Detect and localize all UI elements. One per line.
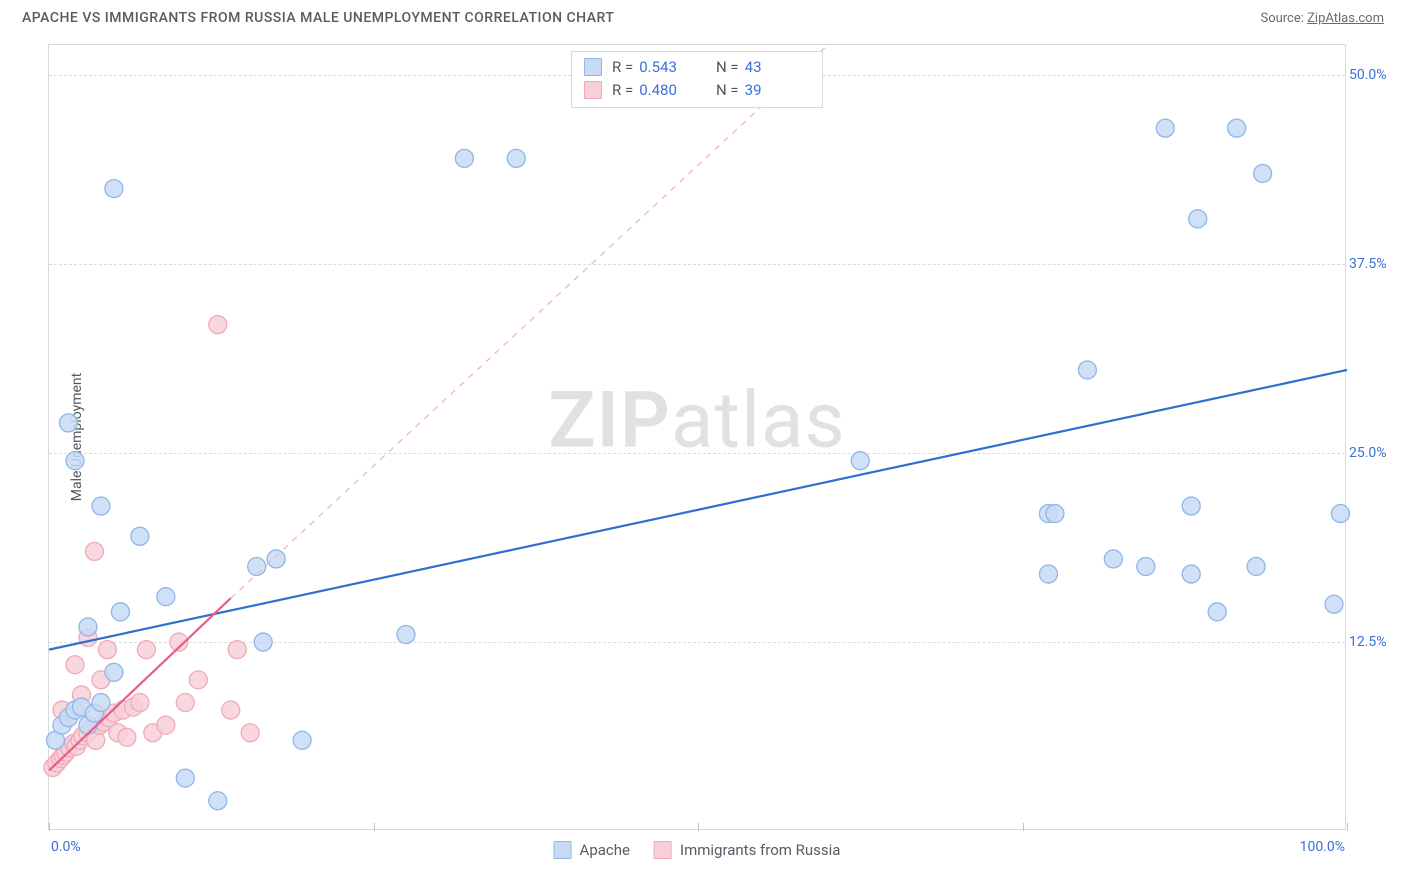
legend-item-apache: Apache — [554, 841, 630, 859]
y-tick-label: 25.0% — [1349, 445, 1401, 461]
y-tick-label: 37.5% — [1349, 256, 1401, 272]
swatch-russia — [654, 841, 672, 859]
swatch-apache — [554, 841, 572, 859]
chart-header: APACHE VS IMMIGRANTS FROM RUSSIA MALE UN… — [0, 0, 1406, 30]
swatch-russia — [584, 81, 602, 99]
y-tick-label: 12.5% — [1349, 634, 1401, 650]
chart-source: Source: ZipAtlas.com — [1260, 11, 1384, 26]
source-link[interactable]: ZipAtlas.com — [1307, 11, 1384, 26]
x-tick-label-min: 0.0% — [51, 839, 81, 855]
legend-item-russia: Immigrants from Russia — [654, 841, 840, 859]
swatch-apache — [584, 58, 602, 76]
legend-stats-row-apache: R =0.543 N =43 — [584, 56, 810, 79]
y-tick-label: 50.0% — [1349, 67, 1401, 83]
chart-title: APACHE VS IMMIGRANTS FROM RUSSIA MALE UN… — [22, 10, 614, 26]
x-tick-label-max: 100.0% — [1300, 839, 1345, 855]
legend-stats-row-russia: R =0.480 N =39 — [584, 79, 810, 102]
chart-area: Male Unemployment ZIPatlas 12.5%25.0%37.… — [48, 44, 1346, 830]
legend-series: Apache Immigrants from Russia — [554, 841, 841, 859]
scatter-plot-svg — [49, 45, 1345, 829]
legend-stats: R =0.543 N =43 R =0.480 N =39 — [571, 51, 823, 108]
